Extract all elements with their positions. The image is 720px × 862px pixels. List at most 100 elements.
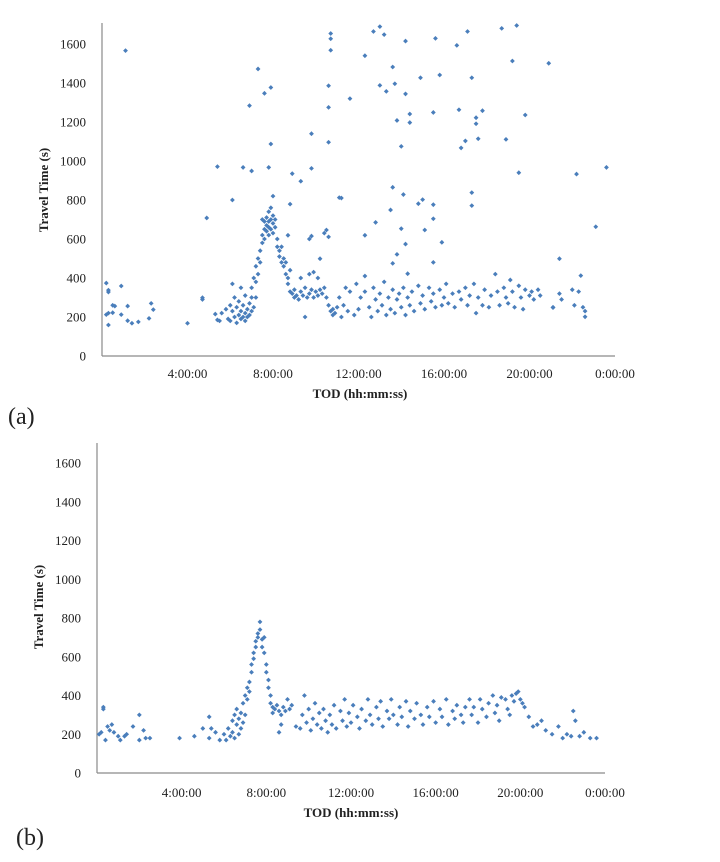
data-point: [123, 48, 128, 54]
data-point: [594, 735, 599, 741]
data-point: [501, 285, 507, 291]
data-point: [136, 737, 142, 743]
data-point: [407, 120, 413, 125]
data-point: [223, 306, 229, 312]
x-tick-label: 0:00:00: [585, 785, 625, 800]
data-point: [238, 308, 244, 314]
data-point: [236, 716, 242, 722]
data-point: [326, 234, 331, 240]
data-point: [118, 283, 124, 289]
data-point: [263, 662, 269, 667]
data-point: [430, 202, 436, 208]
data-point: [106, 310, 111, 316]
data-point: [306, 706, 312, 712]
data-point: [230, 729, 235, 735]
data-points: [96, 619, 599, 743]
data-point: [371, 285, 376, 291]
data-point: [569, 287, 575, 293]
data-point: [259, 217, 265, 222]
y-axis-title: Travel Time (s): [36, 148, 51, 233]
data-point: [392, 81, 398, 87]
data-point: [377, 82, 383, 88]
x-tick-label: 16:00:00: [413, 785, 459, 800]
data-point: [386, 716, 392, 722]
data-point: [212, 311, 218, 317]
data-point: [232, 295, 237, 300]
data-point: [312, 700, 318, 706]
data-point: [109, 722, 115, 727]
data-point: [505, 706, 511, 712]
data-point: [232, 314, 237, 320]
data-point: [299, 712, 305, 718]
data-point: [560, 735, 566, 741]
data-point: [426, 285, 432, 291]
data-point: [143, 735, 149, 741]
data-point: [490, 693, 496, 698]
data-point: [520, 306, 526, 312]
data-point: [445, 300, 451, 306]
data-point: [418, 75, 423, 81]
data-point: [373, 297, 378, 302]
data-point: [318, 726, 324, 731]
data-point: [266, 209, 272, 215]
data-point: [390, 712, 396, 718]
scatter-chart-b: 0 200 400 600 800 1000 1200 1400 1600 4:00:00 8:00…: [16, 443, 625, 851]
data-point: [106, 289, 111, 295]
data-point: [249, 308, 255, 314]
data-point: [326, 139, 331, 145]
data-point: [103, 280, 109, 286]
data-point: [452, 716, 458, 722]
data-point: [200, 726, 206, 731]
data-point: [274, 702, 280, 708]
data-point: [323, 718, 328, 724]
data-point: [412, 716, 417, 722]
data-point: [105, 724, 110, 729]
panel-label: (a): [8, 404, 35, 430]
data-point: [473, 310, 479, 316]
x-tick-label: 4:00:00: [162, 785, 202, 800]
data-point: [578, 273, 584, 279]
data-point: [328, 36, 334, 42]
data-point: [480, 108, 485, 114]
data-point: [302, 693, 307, 698]
data-point: [497, 302, 502, 308]
data-point: [517, 696, 523, 702]
data-point: [400, 192, 406, 197]
data-point: [255, 631, 261, 636]
data-point: [230, 718, 235, 724]
data-point: [430, 216, 436, 222]
data-point: [564, 731, 570, 737]
data-point: [244, 306, 250, 312]
data-point: [217, 737, 223, 743]
data-point: [298, 289, 304, 295]
data-point: [118, 312, 124, 318]
data-point: [388, 207, 393, 213]
data-point: [327, 712, 333, 718]
data-point: [492, 710, 498, 716]
data-point: [362, 289, 368, 295]
data-point: [302, 314, 308, 320]
data-point: [255, 66, 261, 72]
data-point: [381, 32, 387, 38]
data-points: [103, 23, 609, 328]
data-point: [244, 685, 250, 691]
data-point: [582, 314, 588, 320]
data-point: [422, 227, 428, 233]
x-tick-label: 16:00:00: [421, 366, 467, 381]
data-point: [242, 712, 248, 718]
data-point: [503, 696, 508, 702]
data-point: [266, 232, 272, 238]
data-point: [177, 735, 182, 741]
data-point: [530, 724, 536, 729]
data-point: [147, 735, 153, 741]
data-point: [326, 302, 331, 308]
data-point: [316, 710, 322, 716]
data-point: [486, 304, 492, 310]
data-point: [285, 232, 291, 238]
y-tick-label: 0: [75, 766, 82, 781]
scatter-chart-a: 0 200 400 600 800 1000 1200 1400 1600 4:00:00 8:00…: [8, 23, 635, 430]
data-point: [534, 722, 540, 727]
data-point: [529, 289, 535, 295]
data-point: [379, 302, 385, 308]
data-point: [219, 310, 225, 316]
